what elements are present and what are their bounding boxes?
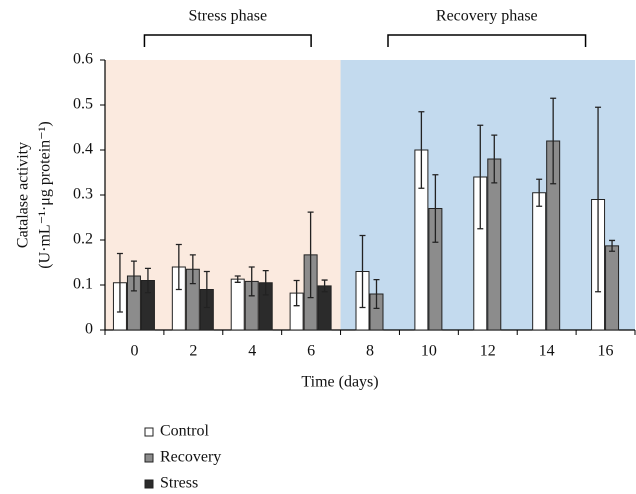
error-bar xyxy=(550,97,557,185)
phase-label: Stress phase xyxy=(188,8,267,25)
error-bar xyxy=(595,106,602,293)
legend-label: Stress xyxy=(160,475,198,492)
phase-bracket xyxy=(143,34,312,47)
phase-bracket xyxy=(387,34,587,47)
legend-label: Control xyxy=(160,423,209,440)
legend-label: Recovery xyxy=(160,449,221,466)
bar xyxy=(230,278,245,331)
x-tick-label: 16 xyxy=(598,343,614,360)
bar xyxy=(532,192,547,331)
error-bar xyxy=(175,243,182,291)
bar xyxy=(487,158,502,331)
y-tick-label: 0.1 xyxy=(73,276,93,293)
error-bar xyxy=(536,178,543,207)
error-bar xyxy=(203,270,210,309)
x-axis-label: Time (days) xyxy=(301,374,378,391)
y-tick-label: 0.2 xyxy=(73,231,93,248)
x-tick-label: 8 xyxy=(366,343,374,360)
bar xyxy=(317,285,332,331)
error-bar xyxy=(234,275,241,283)
x-tick-label: 0 xyxy=(130,343,138,360)
y-tick-label: 0.4 xyxy=(73,141,93,158)
error-bar xyxy=(359,234,366,309)
legend-swatch xyxy=(144,427,154,437)
y-tick-label: 0 xyxy=(85,321,93,338)
error-bar xyxy=(189,254,196,285)
error-bar xyxy=(248,266,255,297)
legend-swatch xyxy=(144,479,154,489)
error-bar xyxy=(418,111,425,189)
error-bar xyxy=(373,278,380,310)
error-bar xyxy=(432,174,439,243)
error-bar xyxy=(491,134,498,184)
error-bar xyxy=(130,260,137,292)
y-axis-label: (U·mL⁻¹·μg protein⁻¹) xyxy=(37,121,54,268)
x-tick-label: 14 xyxy=(539,343,555,360)
x-tick-label: 4 xyxy=(248,343,256,360)
error-bar xyxy=(262,269,269,296)
error-bar xyxy=(144,267,151,294)
error-bar xyxy=(293,279,300,307)
x-tick-label: 12 xyxy=(480,343,496,360)
x-tick-label: 2 xyxy=(189,343,197,360)
error-bar xyxy=(307,211,314,299)
error-bar xyxy=(116,252,123,313)
y-tick-label: 0.3 xyxy=(73,186,93,203)
y-tick-label: 0.6 xyxy=(73,51,93,68)
x-tick-label: 6 xyxy=(307,343,315,360)
y-tick-label: 0.5 xyxy=(73,96,93,113)
legend-swatch xyxy=(144,453,154,463)
error-bar xyxy=(321,279,328,293)
error-bar xyxy=(609,239,616,252)
bar xyxy=(605,245,620,331)
x-tick-label: 10 xyxy=(421,343,437,360)
error-bar xyxy=(477,124,484,230)
phase-label: Recovery phase xyxy=(436,8,538,25)
y-axis-label: Catalase activity xyxy=(15,142,32,248)
